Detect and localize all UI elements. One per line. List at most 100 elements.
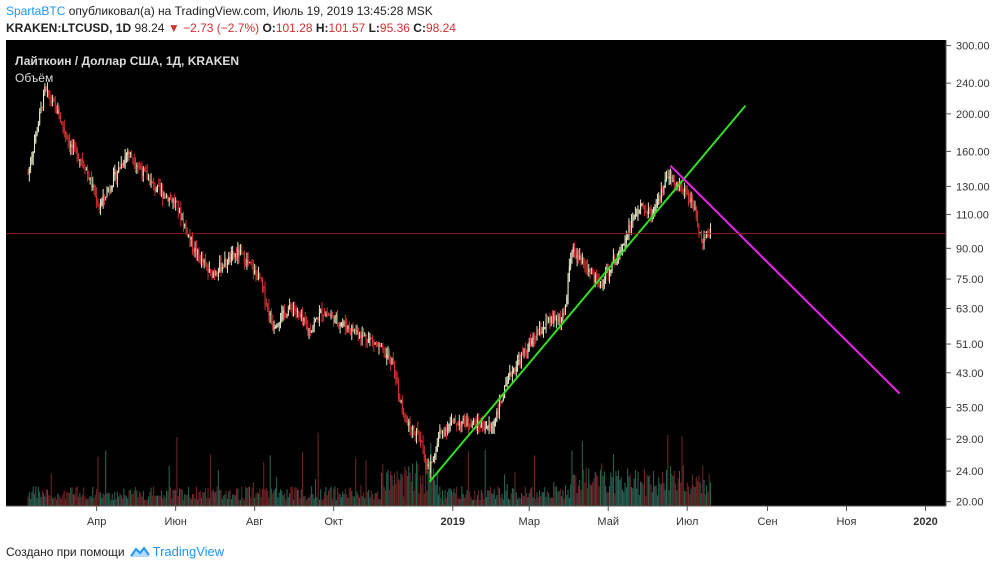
volume-bar: [219, 490, 221, 506]
volume-bar: [479, 499, 481, 506]
candle-body: [554, 315, 556, 321]
candle-body: [159, 185, 161, 191]
candle-body: [180, 208, 182, 220]
candle-body: [423, 452, 425, 458]
volume-bar: [32, 486, 34, 506]
candle-body: [369, 337, 371, 339]
candle-body: [454, 418, 456, 423]
candle-body: [154, 183, 156, 191]
candle-body: [533, 335, 535, 339]
volume-bar: [109, 493, 111, 506]
volume-bar: [474, 490, 476, 506]
candle-body: [374, 343, 376, 345]
volume-bar: [215, 491, 217, 506]
volume-bar: [250, 497, 252, 506]
candle-body: [364, 334, 366, 336]
candle-body: [309, 330, 311, 333]
volume-bar: [382, 463, 384, 506]
volume-bar: [576, 493, 578, 506]
candle-body: [562, 312, 564, 317]
volume-bar: [586, 488, 589, 506]
x-tick-label: Мар: [518, 516, 540, 528]
candle-body: [96, 194, 98, 204]
chart-svg[interactable]: 300.00 240.00 200.00 160.00 130.00 110.00 90.0…: [6, 40, 999, 531]
candle-body: [101, 200, 103, 206]
volume-bar: [167, 491, 169, 506]
plot-area[interactable]: [6, 40, 946, 506]
volume-bar: [346, 494, 348, 506]
volume-bar: [515, 492, 517, 506]
candle-body: [65, 131, 67, 135]
volume-bar: [92, 486, 94, 506]
volume-bar: [343, 493, 345, 506]
candle-body: [111, 185, 113, 190]
volume-bar: [193, 494, 195, 506]
candle-body: [461, 421, 463, 427]
candle-body: [501, 401, 503, 403]
candle-body: [579, 256, 581, 259]
candle-body: [179, 208, 181, 212]
volume-bar: [245, 486, 247, 506]
candle-body: [326, 313, 328, 315]
candle-body: [665, 176, 668, 180]
candle-body: [485, 427, 487, 429]
candle-body: [596, 274, 598, 279]
volume-bar: [181, 489, 183, 506]
candle-body: [242, 252, 244, 254]
volume-bar: [294, 487, 296, 506]
volume-bar: [236, 488, 238, 506]
author-link[interactable]: SpartaBTC: [6, 4, 66, 18]
volume-bar: [590, 485, 592, 506]
high-value: 101.57: [328, 21, 366, 35]
candle-body: [594, 274, 596, 282]
candle-body: [85, 169, 87, 171]
candle-body: [83, 162, 85, 166]
candle-body: [706, 231, 708, 238]
volume-bar: [194, 498, 196, 506]
tradingview-link[interactable]: TradingView: [152, 544, 225, 559]
candle-body: [131, 152, 133, 158]
candle-body: [450, 419, 453, 424]
volume-bar: [138, 491, 140, 506]
volume-bar: [96, 488, 98, 506]
volume-bar: [160, 490, 162, 506]
volume-bar: [229, 489, 231, 506]
candle-body: [103, 195, 105, 198]
candle-body: [598, 280, 600, 288]
volume-bar: [454, 492, 456, 506]
volume-bar: [629, 474, 631, 506]
candle-body: [515, 366, 517, 372]
candle-body: [489, 424, 491, 428]
candle-body: [642, 203, 644, 208]
volume-bar: [361, 496, 363, 506]
volume-bar: [627, 468, 629, 506]
candle-body: [549, 317, 551, 323]
volume-bar: [267, 490, 269, 506]
candle-body: [432, 457, 434, 462]
candle-body: [396, 379, 398, 382]
volume-bar: [83, 487, 85, 506]
candle-body: [78, 158, 80, 160]
candle-body: [181, 218, 183, 220]
candle-body: [563, 312, 565, 315]
volume-bar: [562, 489, 564, 506]
y-tick-label: 240.00: [956, 78, 990, 90]
candle-body: [650, 210, 652, 218]
candle-body: [439, 430, 441, 438]
volume-bar: [527, 497, 529, 506]
volume-bar: [460, 498, 462, 506]
volume-bar: [608, 486, 611, 506]
candle-body: [467, 418, 469, 425]
price-chart[interactable]: 300.00 240.00 200.00 160.00 130.00 110.00 90.0…: [6, 40, 999, 531]
candle-body: [162, 189, 164, 198]
volume-bar: [514, 472, 516, 506]
volume-bar: [146, 499, 148, 506]
volume-bar: [441, 490, 443, 506]
volume-bar: [289, 493, 291, 506]
candle-body: [299, 313, 301, 317]
candle-body: [188, 234, 190, 236]
volume-bar: [663, 482, 665, 506]
volume-bar: [339, 494, 341, 506]
volume-bar: [427, 470, 429, 506]
candle-body: [378, 344, 380, 347]
